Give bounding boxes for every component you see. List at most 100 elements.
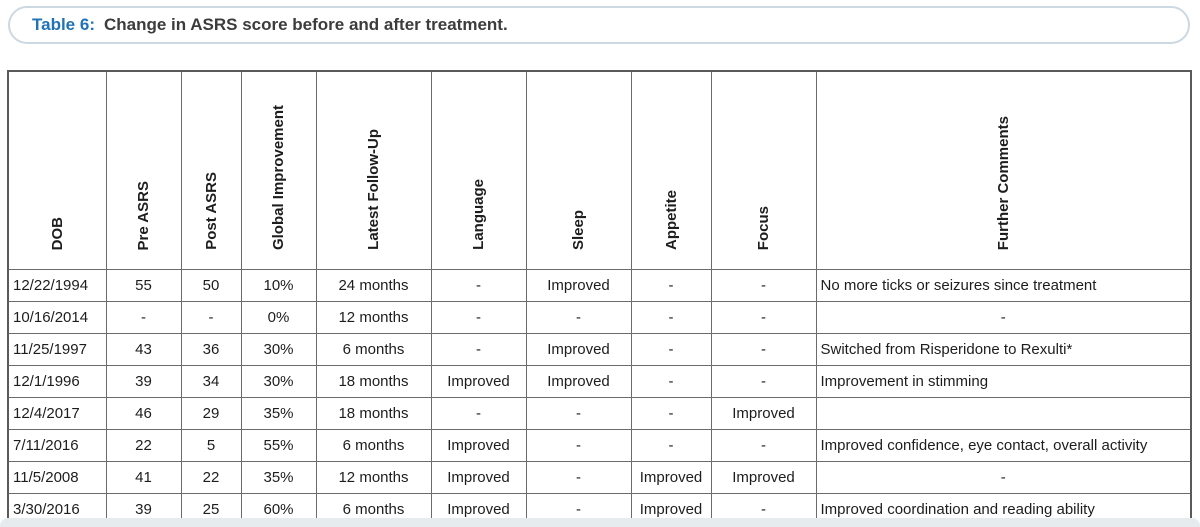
cell-latest-follow-up: 6 months <box>315 333 432 366</box>
cell-global-improvement: 10% <box>240 269 317 302</box>
cell-sleep: - <box>525 461 632 494</box>
cell-further-comments <box>815 397 1192 430</box>
cell-language: - <box>430 397 527 430</box>
column-header-latest-follow-up: Latest Follow-Up <box>315 70 432 270</box>
cell-global-improvement: 30% <box>240 333 317 366</box>
column-header-language: Language <box>430 70 527 270</box>
asrs-results-table: DOB Pre ASRS Post ASRS Global Improvemen… <box>7 70 1192 527</box>
cell-appetite: - <box>630 333 712 366</box>
cell-focus: - <box>710 429 817 462</box>
cell-latest-follow-up: 6 months <box>315 429 432 462</box>
cell-sleep: Improved <box>525 365 632 398</box>
column-header-label: Focus <box>755 205 772 250</box>
column-header-label: DOB <box>48 216 66 250</box>
cell-latest-follow-up: 18 months <box>315 365 432 398</box>
cell-post-asrs: - <box>180 301 242 334</box>
cell-language: - <box>430 333 527 366</box>
cell-latest-follow-up: 12 months <box>315 461 432 494</box>
column-header-sleep: Sleep <box>525 70 632 270</box>
cell-further-comments: - <box>815 301 1192 334</box>
cell-further-comments: Switched from Risperidone to Rexulti* <box>815 333 1192 366</box>
cell-global-improvement: 30% <box>240 365 317 398</box>
cell-pre-asrs: 22 <box>105 429 182 462</box>
cell-dob: 11/5/2008 <box>7 461 107 494</box>
cell-focus: - <box>710 301 817 334</box>
table-row: 12/4/2017 46 29 35% 18 months - - - Impr… <box>7 397 1192 430</box>
cell-pre-asrs: 46 <box>105 397 182 430</box>
column-header-label: Post ASRS <box>202 172 220 250</box>
cell-post-asrs: 34 <box>180 365 242 398</box>
cell-dob: 12/4/2017 <box>7 397 107 430</box>
table-row: 12/1/1996 39 34 30% 18 months Improved I… <box>7 365 1192 398</box>
cell-dob: 12/1/1996 <box>7 365 107 398</box>
cell-sleep: Improved <box>525 269 632 302</box>
cell-global-improvement: 35% <box>240 461 317 494</box>
cell-dob: 11/25/1997 <box>7 333 107 366</box>
cell-post-asrs: 22 <box>180 461 242 494</box>
cell-pre-asrs: 43 <box>105 333 182 366</box>
cell-language: - <box>430 301 527 334</box>
cell-post-asrs: 36 <box>180 333 242 366</box>
cell-post-asrs: 5 <box>180 429 242 462</box>
cell-post-asrs: 29 <box>180 397 242 430</box>
column-header-label: Appetite <box>662 190 680 250</box>
cell-sleep: - <box>525 429 632 462</box>
column-header-appetite: Appetite <box>630 70 712 270</box>
caption-label: Table 6: <box>32 15 95 34</box>
cell-language: Improved <box>430 365 527 398</box>
page-footer-bar <box>0 518 1200 527</box>
column-header-label: Further Comments <box>994 115 1012 250</box>
table-row: 11/25/1997 43 36 30% 6 months - Improved… <box>7 333 1192 366</box>
cell-appetite: - <box>630 397 712 430</box>
cell-pre-asrs: 55 <box>105 269 182 302</box>
cell-global-improvement: 55% <box>240 429 317 462</box>
table-row: 7/11/2016 22 5 55% 6 months Improved - -… <box>7 429 1192 462</box>
cell-latest-follow-up: 24 months <box>315 269 432 302</box>
cell-pre-asrs: 39 <box>105 365 182 398</box>
column-header-label: Global Improvement <box>270 104 287 250</box>
column-header-focus: Focus <box>710 70 817 270</box>
table-caption: Table 6: Change in ASRS score before and… <box>8 6 1190 44</box>
cell-latest-follow-up: 12 months <box>315 301 432 334</box>
cell-global-improvement: 35% <box>240 397 317 430</box>
cell-sleep: - <box>525 301 632 334</box>
caption-text: Change in ASRS score before and after tr… <box>103 15 508 34</box>
cell-language: - <box>430 269 527 302</box>
cell-focus: - <box>710 269 817 302</box>
cell-further-comments: No more ticks or seizures since treatmen… <box>815 269 1192 302</box>
cell-language: Improved <box>430 429 527 462</box>
table-row: 12/22/1994 55 50 10% 24 months - Improve… <box>7 269 1192 302</box>
column-header-pre-asrs: Pre ASRS <box>105 70 182 270</box>
cell-global-improvement: 0% <box>240 301 317 334</box>
column-header-label: Latest Follow-Up <box>365 129 382 250</box>
cell-dob: 7/11/2016 <box>7 429 107 462</box>
cell-appetite: - <box>630 429 712 462</box>
cell-focus: - <box>710 365 817 398</box>
column-header-global-improvement: Global Improvement <box>240 70 317 270</box>
column-header-post-asrs: Post ASRS <box>180 70 242 270</box>
cell-sleep: - <box>525 397 632 430</box>
cell-further-comments: - <box>815 461 1192 494</box>
cell-dob: 10/16/2014 <box>7 301 107 334</box>
cell-pre-asrs: 41 <box>105 461 182 494</box>
header-row: DOB Pre ASRS Post ASRS Global Improvemen… <box>7 70 1192 270</box>
cell-appetite: Improved <box>630 461 712 494</box>
column-header-label: Sleep <box>570 209 587 250</box>
table-row: 11/5/2008 41 22 35% 12 months Improved -… <box>7 461 1192 494</box>
cell-focus: Improved <box>710 461 817 494</box>
cell-focus: Improved <box>710 397 817 430</box>
cell-further-comments: Improvement in stimming <box>815 365 1192 398</box>
cell-dob: 12/22/1994 <box>7 269 107 302</box>
column-header-label: Language <box>470 179 487 250</box>
cell-post-asrs: 50 <box>180 269 242 302</box>
cell-focus: - <box>710 333 817 366</box>
cell-latest-follow-up: 18 months <box>315 397 432 430</box>
cell-language: Improved <box>430 461 527 494</box>
cell-appetite: - <box>630 269 712 302</box>
table-row: 10/16/2014 - - 0% 12 months - - - - - <box>7 301 1192 334</box>
column-header-further-comments: Further Comments <box>815 70 1192 270</box>
cell-appetite: - <box>630 301 712 334</box>
cell-sleep: Improved <box>525 333 632 366</box>
column-header-dob: DOB <box>7 70 107 270</box>
cell-further-comments: Improved confidence, eye contact, overal… <box>815 429 1192 462</box>
